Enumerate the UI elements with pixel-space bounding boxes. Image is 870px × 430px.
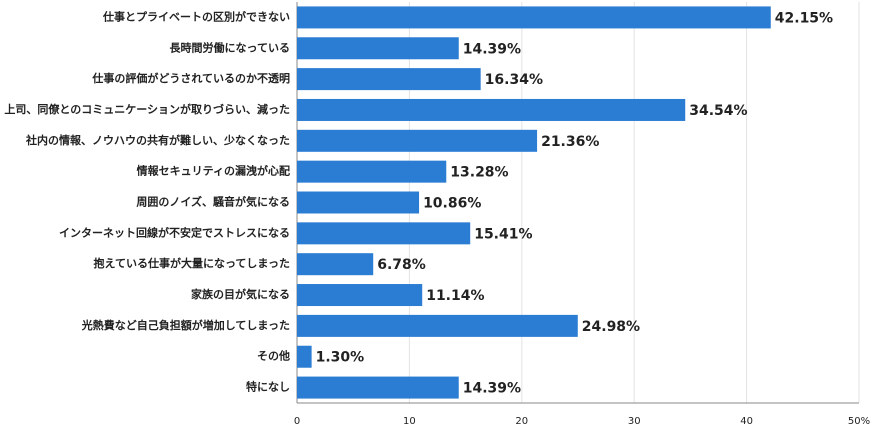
y-tick-label: 上司、同僚とのコミュニケーションが取りづらい、減った — [4, 102, 290, 116]
value-label: 1.30% — [316, 350, 365, 366]
y-tick-label: 社内の情報、ノウハウの共有が難しい、少なくなった — [25, 133, 290, 147]
value-label: 16.34% — [485, 72, 543, 88]
y-tick-label: 長時間労働になっている — [170, 40, 290, 54]
value-label: 42.15% — [775, 10, 833, 26]
y-tick-label: その他 — [257, 349, 290, 363]
value-label: 13.28% — [450, 165, 508, 181]
y-tick-label: 抱えている仕事が大量になってしまった — [94, 256, 290, 270]
x-tick-label: 30 — [628, 416, 641, 427]
y-tick-label: 情報セキュリティの漏洩が心配 — [137, 164, 290, 178]
bar — [297, 284, 423, 307]
value-label: 24.98% — [582, 319, 640, 335]
x-tick-label: 0 — [294, 416, 300, 427]
bar — [297, 160, 447, 183]
x-tick-label: 40 — [740, 416, 753, 427]
bar — [297, 129, 538, 152]
value-label: 10.86% — [423, 196, 481, 212]
x-tick-label: 50% — [848, 416, 870, 427]
value-label: 34.54% — [689, 103, 747, 119]
bar — [297, 345, 312, 368]
value-label: 21.36% — [541, 134, 599, 150]
y-tick-label: 仕事とプライベートの区別ができない — [102, 9, 290, 23]
value-label: 6.78% — [377, 257, 426, 273]
bar — [297, 376, 459, 399]
bar — [297, 314, 578, 337]
value-label: 15.41% — [474, 226, 532, 242]
bar — [297, 68, 481, 91]
value-label: 14.39% — [463, 41, 521, 57]
y-tick-label: 家族の目が気になる — [191, 287, 290, 301]
bar — [297, 253, 374, 276]
bar — [297, 222, 471, 245]
x-tick-label: 10 — [403, 416, 416, 427]
y-tick-label: 特になし — [246, 380, 290, 394]
bar — [297, 98, 686, 121]
y-tick-label: 周囲のノイズ、騒音が気になる — [136, 195, 290, 209]
value-label: 11.14% — [426, 288, 484, 304]
y-tick-label: 光熱費など自己負担額が増加してしまった — [81, 318, 290, 332]
bar — [297, 191, 420, 214]
bar — [297, 37, 459, 60]
y-tick-label: 仕事の評価がどうされているのか不透明 — [91, 71, 290, 85]
y-tick-label: インターネット回線が不安定でストレスになる — [59, 225, 290, 239]
x-tick-label: 20 — [515, 416, 528, 427]
value-label: 14.39% — [463, 381, 521, 397]
bar — [297, 6, 771, 29]
